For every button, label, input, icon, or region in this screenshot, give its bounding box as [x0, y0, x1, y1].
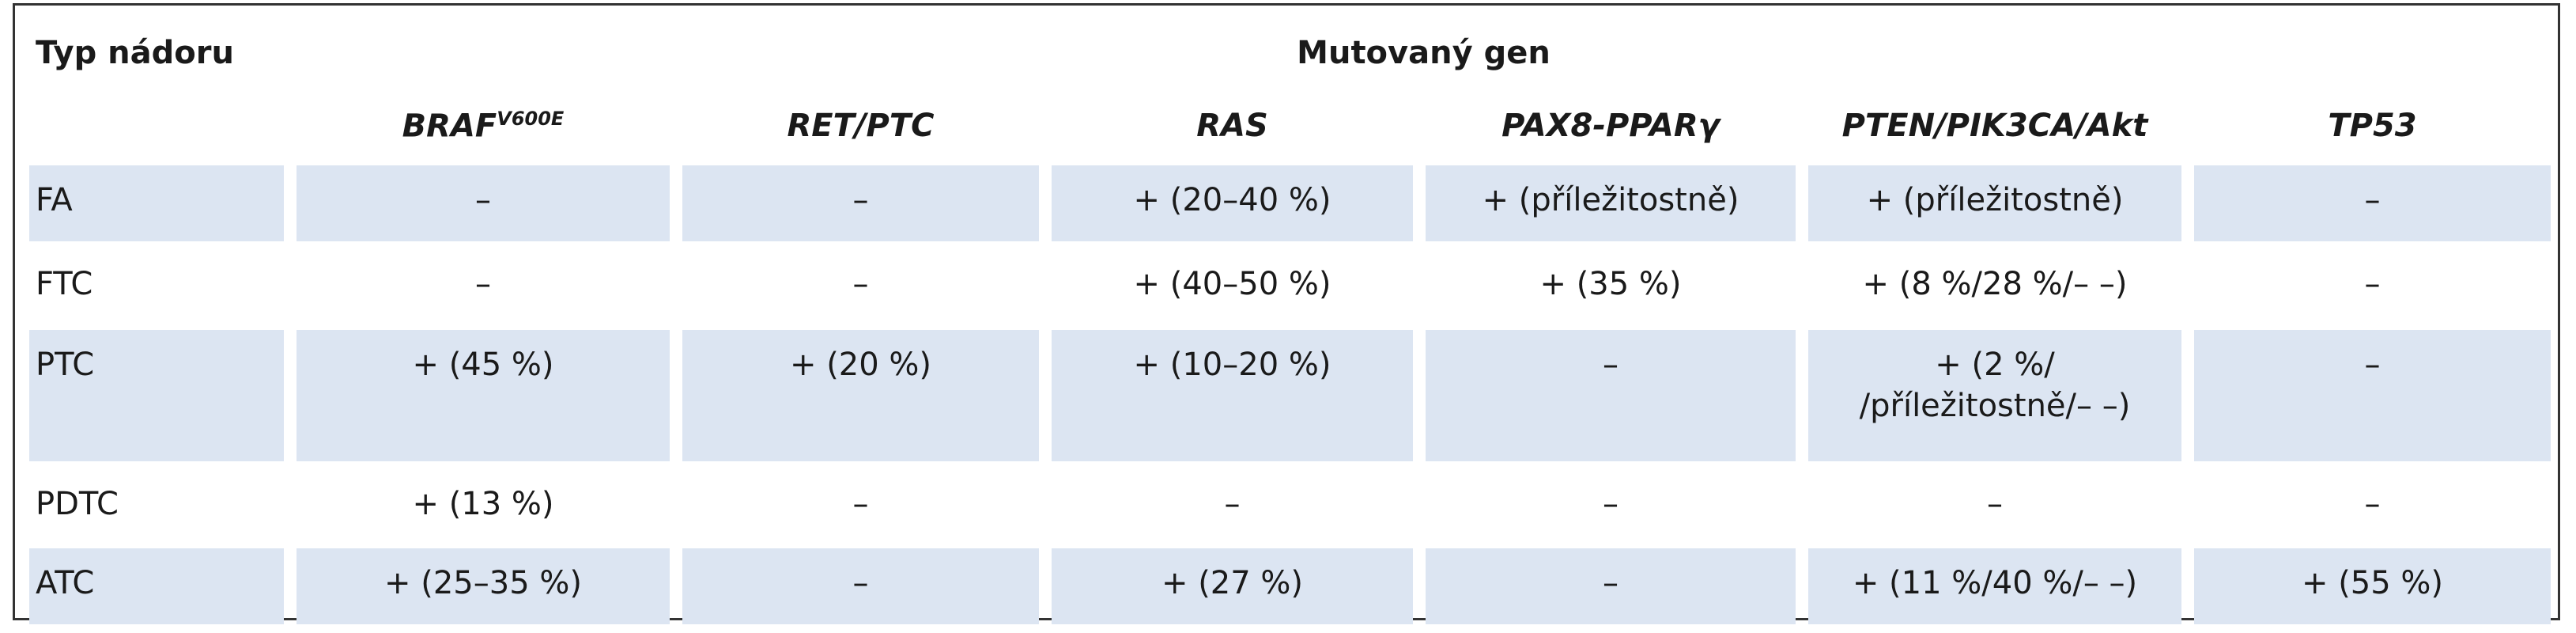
cell: – [1224, 486, 1241, 522]
table-frame: Typ nádoru Mutovaný gen BRAFV600E RET/PTC R… [13, 3, 2560, 624]
cell: + (13 %) [412, 486, 554, 522]
cell: – [297, 165, 670, 241]
row-label: FTC [36, 266, 93, 302]
cell: – [1603, 486, 1618, 522]
column-header: TP53 [2194, 94, 2551, 157]
table-row: FA – – + (20–40 %) + (příležitostně) + (příle… [29, 165, 2551, 241]
table-row: FTC – – + (40–50 %) + (35 %) + (8 %/28 %/– –)… [29, 249, 2551, 322]
cell: + (40–50 %) [1133, 266, 1331, 302]
cell: – [852, 266, 869, 302]
table-row: PDTC + (13 %) – – – – – [29, 469, 2551, 540]
row-label: PDTC [36, 486, 119, 522]
table: Typ nádoru Mutovaný gen BRAFV600E RET/PTC R… [17, 12, 2563, 632]
cell: – [852, 486, 869, 522]
row-label: FA [29, 165, 284, 241]
cell: – [682, 165, 1039, 241]
column-name: PAX8-PPARγ [1501, 108, 1720, 144]
table-row: PTC + (45 %) + (20 %) + (10–20 %) – + (2 %/ /… [29, 330, 2551, 461]
cell: + (55 %) [2194, 548, 2551, 624]
cell: – [2364, 266, 2381, 302]
column-header: PTEN/PIK3CA/Akt [1808, 94, 2181, 157]
cell: + (10–20 %) [1052, 330, 1413, 461]
column-header: PAX8-PPARγ [1426, 94, 1796, 157]
cell: + (11 %/40 %/– –) [1808, 548, 2181, 624]
cell: + (35 %) [1539, 266, 1682, 302]
column-name: RET/PTC [787, 108, 935, 144]
column-name: TP53 [2328, 108, 2417, 144]
column-header: RET/PTC [682, 94, 1039, 157]
cell: + (20–40 %) [1052, 165, 1413, 241]
cell: – [2194, 330, 2551, 461]
row-label-header: Typ nádoru [36, 35, 234, 71]
cell: – [2364, 486, 2381, 522]
column-superscript: V600E [497, 107, 565, 130]
group-header: Mutovaný gen [1297, 35, 1551, 71]
cell: + (45 %) [297, 330, 670, 461]
cell: – [1426, 548, 1796, 624]
column-header: BRAFV600E [297, 94, 670, 157]
cell: + (příležitostně) [1426, 165, 1796, 241]
cell: – [682, 548, 1039, 624]
cell: + (2 %/ /příležitostně/– –) [1808, 330, 2181, 461]
column-name: BRAF [402, 108, 497, 145]
column-name: PTEN/PIK3CA/Akt [1841, 108, 2148, 144]
cell: + (25–35 %) [297, 548, 670, 624]
table-row: ATC + (25–35 %) – + (27 %) – + (11 %/40 %/– –… [29, 548, 2551, 624]
cell: – [1987, 486, 2003, 522]
cell: – [475, 266, 491, 302]
cell: – [1426, 330, 1796, 461]
cell: – [2194, 165, 2551, 241]
row-label: ATC [29, 548, 284, 624]
cell: + (27 %) [1052, 548, 1413, 624]
cell: + (20 %) [682, 330, 1039, 461]
row-label: PTC [29, 330, 284, 461]
column-name: RAS [1196, 108, 1268, 144]
cell: + (příležitostně) [1808, 165, 2181, 241]
cell: + (8 %/28 %/– –) [1862, 266, 2128, 302]
column-header: RAS [1052, 94, 1413, 157]
